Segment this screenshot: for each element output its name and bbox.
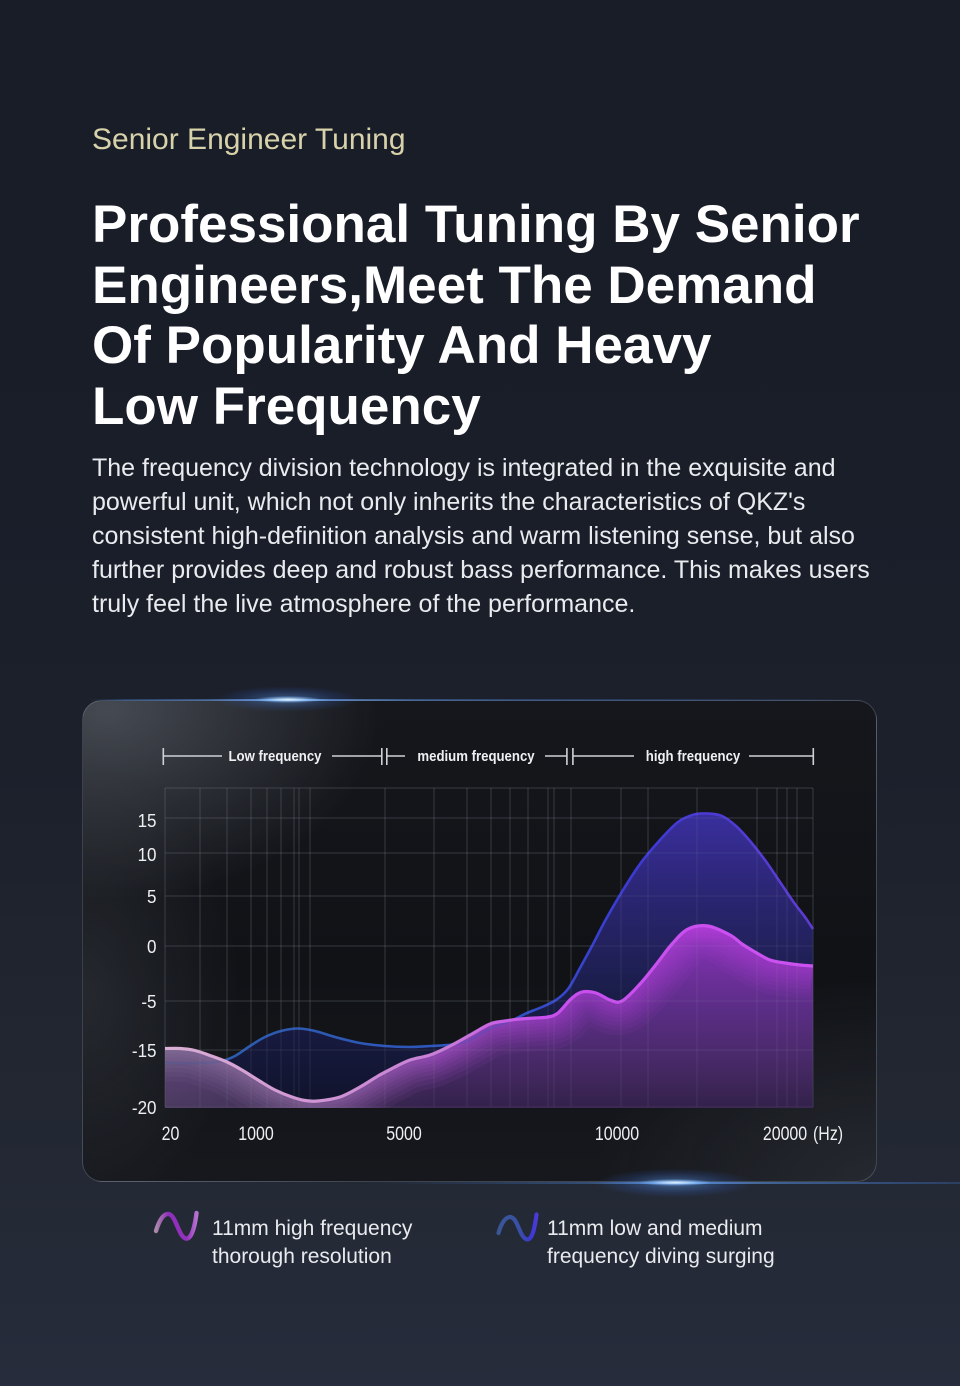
svg-text:medium frequency: medium frequency [417,747,534,764]
svg-text:0: 0 [147,936,157,957]
svg-text:-5: -5 [141,991,156,1012]
svg-text:5: 5 [147,886,157,907]
svg-text:high frequency: high frequency [646,747,741,764]
svg-text:1000: 1000 [238,1123,274,1145]
svg-text:20000: 20000 [763,1123,808,1145]
svg-text:-15: -15 [132,1040,157,1061]
svg-text:20: 20 [162,1123,180,1145]
svg-text:Low frequency: Low frequency [228,747,321,764]
svg-text:5000: 5000 [386,1123,422,1145]
svg-text:10000: 10000 [595,1123,640,1145]
svg-text:-20: -20 [132,1097,157,1118]
svg-text:15: 15 [138,810,157,831]
svg-text:10: 10 [138,844,157,865]
svg-text:(Hz): (Hz) [813,1123,843,1145]
